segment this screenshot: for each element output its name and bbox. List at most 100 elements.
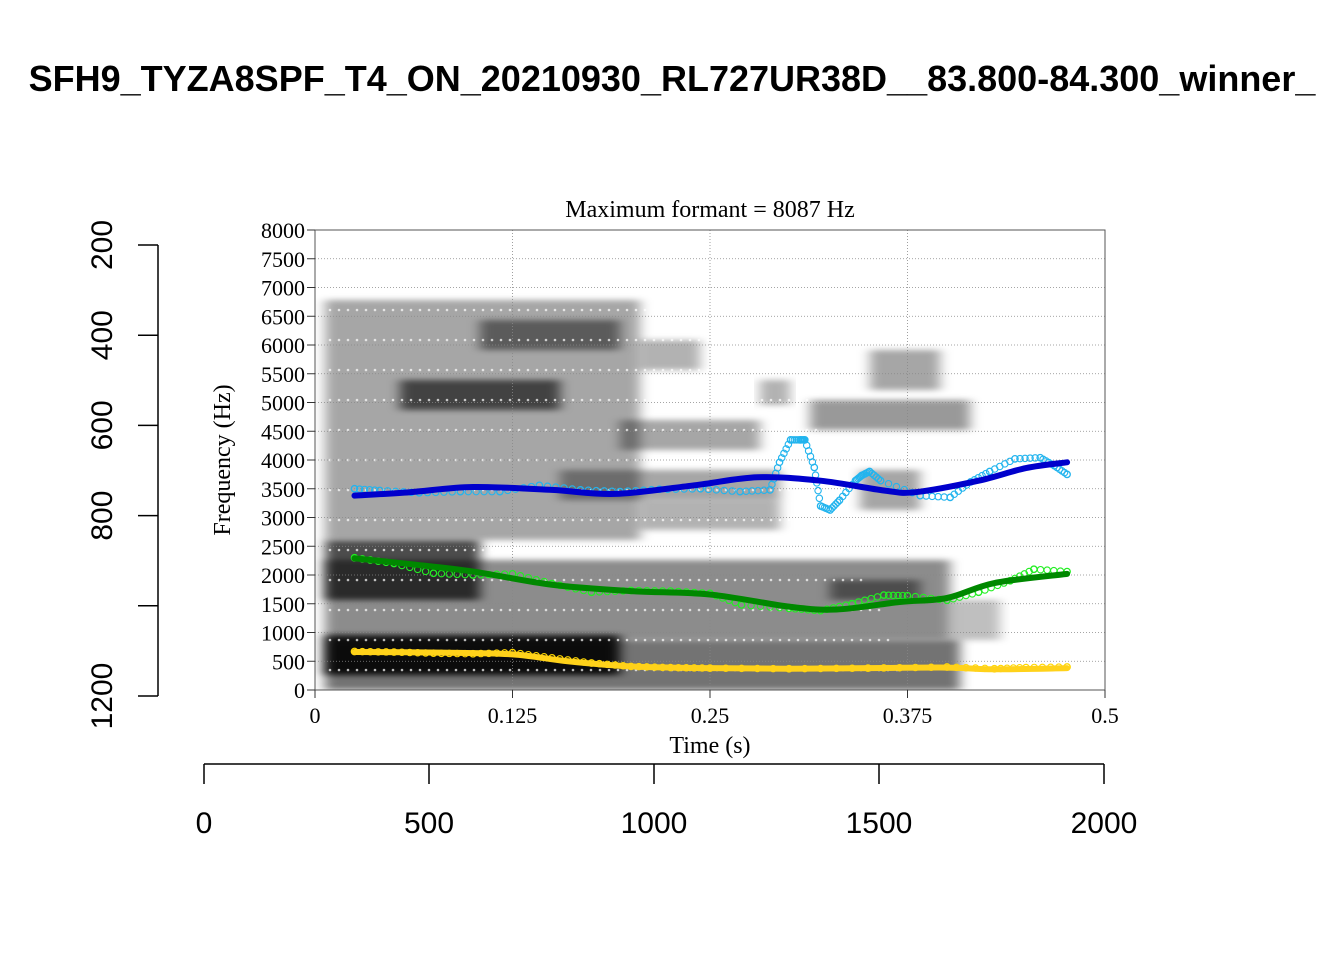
harmonic-dot (562, 668, 566, 672)
harmonic-dot (706, 578, 710, 582)
harmonic-dot (742, 578, 746, 582)
f3-raw-point (828, 504, 836, 512)
harmonic-dot (751, 278, 755, 282)
harmonic-dot (796, 398, 800, 402)
harmonic-dot (562, 278, 566, 282)
outer-left-tick-label: 600 (86, 400, 119, 450)
harmonic-dot (526, 278, 530, 282)
harmonic-dot (382, 368, 386, 372)
harmonic-dot (454, 518, 458, 522)
harmonic-dot (733, 518, 737, 522)
harmonic-dot (607, 368, 611, 372)
harmonic-dot (580, 638, 584, 642)
harmonic-dot (328, 338, 332, 342)
harmonic-dot (382, 278, 386, 282)
harmonic-dot (463, 578, 467, 582)
harmonic-dot (724, 398, 728, 402)
harmonic-dot (805, 488, 809, 492)
harmonic-dot (391, 608, 395, 612)
harmonic-dot (463, 428, 467, 432)
harmonic-dot (553, 278, 557, 282)
harmonic-dot (679, 338, 683, 342)
f3-raw-point (928, 492, 936, 501)
harmonic-dot (445, 338, 449, 342)
harmonic-dot (490, 578, 494, 582)
harmonic-dot (535, 428, 539, 432)
harmonic-dot (580, 338, 584, 342)
harmonic-dot (409, 428, 413, 432)
harmonic-dot (364, 608, 368, 612)
harmonic-dot (517, 518, 521, 522)
f3-raw-point (814, 486, 822, 495)
harmonic-dot (463, 668, 467, 672)
f3-raw-point (940, 493, 948, 501)
y-tick-label: 0 (294, 678, 305, 703)
harmonic-dot (661, 398, 665, 402)
harmonic-dot (571, 278, 575, 282)
f3-raw-point (780, 449, 788, 458)
harmonic-dot (454, 578, 458, 582)
harmonic-dot (598, 278, 602, 282)
harmonic-dot (832, 518, 836, 522)
harmonic-dot (427, 518, 431, 522)
harmonic-dot (769, 578, 773, 582)
harmonic-dot (580, 578, 584, 582)
harmonic-dot (679, 308, 683, 312)
harmonic-dot (418, 308, 422, 312)
harmonic-dot (445, 368, 449, 372)
harmonic-dot (859, 638, 863, 642)
harmonic-dot (598, 428, 602, 432)
harmonic-dot (850, 578, 854, 582)
harmonic-dot (508, 608, 512, 612)
harmonic-dot (445, 608, 449, 612)
harmonic-dot (571, 338, 575, 342)
harmonic-dot (652, 638, 656, 642)
y-tick-label: 8000 (261, 218, 305, 243)
harmonic-dot (688, 518, 692, 522)
harmonic-dot (625, 548, 629, 552)
harmonic-dot (508, 308, 512, 312)
harmonic-dot (661, 428, 665, 432)
harmonic-dot (688, 638, 692, 642)
harmonic-dot (418, 548, 422, 552)
f3-raw-point (1016, 454, 1024, 463)
harmonic-dot (535, 608, 539, 612)
harmonic-dot (373, 668, 377, 672)
harmonic-dot (328, 608, 332, 612)
harmonic-dot (580, 308, 584, 312)
harmonic-dot (418, 608, 422, 612)
spectrogram-energy (830, 580, 920, 600)
harmonic-dot (688, 338, 692, 342)
harmonic-dot (499, 608, 503, 612)
harmonic-dot (769, 428, 773, 432)
harmonic-dot (769, 638, 773, 642)
harmonic-dot (382, 308, 386, 312)
f3-raw-point (1031, 454, 1039, 462)
figure-title: SFH9_TYZA8SPF_T4_ON_20210930_RL727UR38D_… (29, 58, 1317, 99)
harmonic-dot (544, 668, 548, 672)
harmonic-dot (643, 338, 647, 342)
harmonic-dot (346, 608, 350, 612)
outer-bottom-tick-label: 1000 (621, 807, 688, 840)
harmonic-dot (625, 668, 629, 672)
harmonic-dot (481, 308, 485, 312)
harmonic-dot (697, 278, 701, 282)
harmonic-dot (760, 428, 764, 432)
harmonic-dot (787, 638, 791, 642)
harmonic-dot (571, 518, 575, 522)
harmonic-dot (346, 518, 350, 522)
harmonic-dot (571, 578, 575, 582)
harmonic-dot (634, 398, 638, 402)
harmonic-dot (598, 338, 602, 342)
harmonic-dot (778, 368, 782, 372)
harmonic-dot (364, 308, 368, 312)
harmonic-dot (688, 428, 692, 432)
harmonic-dot (805, 578, 809, 582)
f3-raw-point (350, 484, 359, 493)
harmonic-dot (436, 668, 440, 672)
harmonic-dot (796, 428, 800, 432)
harmonic-dot (490, 308, 494, 312)
harmonic-dot (697, 308, 701, 312)
harmonic-dot (742, 518, 746, 522)
harmonic-dot (715, 398, 719, 402)
